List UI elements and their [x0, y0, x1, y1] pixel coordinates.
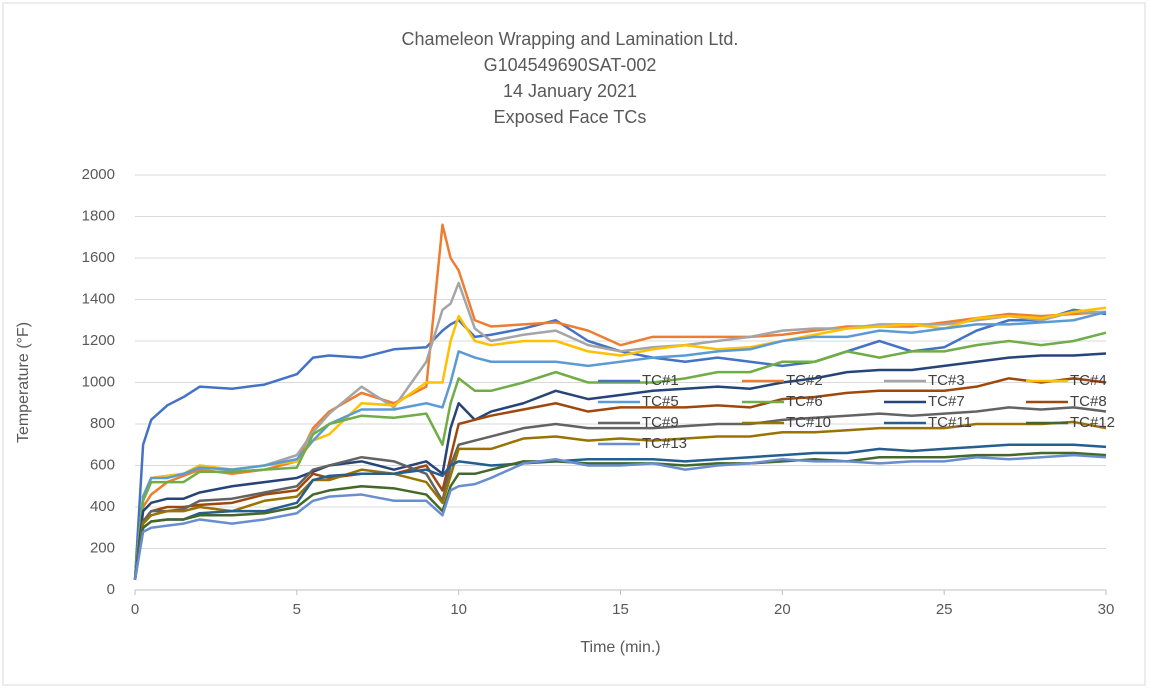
- y-tick-label: 2000: [82, 166, 115, 183]
- series-line: [133, 310, 1107, 580]
- legend-label: TC#3: [928, 372, 965, 389]
- series-line: [133, 352, 1107, 580]
- legend-label: TC#11: [928, 414, 972, 431]
- x-tick-label: 10: [450, 601, 467, 618]
- legend-label: TC#12: [1070, 414, 1115, 431]
- series-line: [133, 451, 1107, 580]
- y-tick-label: 1000: [82, 373, 115, 390]
- legend-label: TC#2: [786, 372, 823, 389]
- y-tick-label: 400: [90, 498, 115, 515]
- chart-title: 14 January 2021: [503, 81, 637, 101]
- series-line: [133, 377, 1107, 580]
- series-line: [133, 308, 1107, 580]
- chart-title: G104549690SAT-002: [484, 55, 657, 75]
- legend-label: TC#7: [928, 393, 965, 410]
- legend-label: TC#10: [786, 414, 831, 431]
- y-axis-title: Temperature (°F): [15, 322, 32, 443]
- legend-label: TC#9: [642, 414, 679, 431]
- y-tick-label: 800: [90, 415, 115, 432]
- legend-label: TC#8: [1070, 393, 1107, 410]
- chart-title: Chameleon Wrapping and Lamination Ltd.: [402, 29, 739, 49]
- y-tick-label: 600: [90, 456, 115, 473]
- legend-label: TC#4: [1070, 372, 1107, 389]
- x-tick-label: 25: [936, 601, 953, 618]
- y-tick-label: 1400: [82, 290, 115, 307]
- x-tick-label: 0: [131, 601, 139, 618]
- x-tick-label: 15: [612, 601, 629, 618]
- x-tick-label: 30: [1098, 601, 1115, 618]
- y-tick-label: 200: [90, 539, 115, 556]
- x-tick-label: 5: [293, 601, 301, 618]
- x-tick-label: 20: [774, 601, 791, 618]
- series-line: [133, 420, 1107, 580]
- series-line: [133, 406, 1107, 580]
- y-tick-label: 0: [107, 581, 115, 598]
- legend-label: TC#6: [786, 393, 823, 410]
- y-tick-label: 1600: [82, 249, 115, 266]
- legend-label: TC#1: [642, 372, 679, 389]
- series-line: [133, 331, 1107, 580]
- y-tick-label: 1800: [82, 207, 115, 224]
- chart-title: Exposed Face TCs: [494, 107, 647, 127]
- series-line: [133, 223, 1107, 580]
- series-line: [133, 453, 1107, 580]
- legend-label: TC#5: [642, 393, 679, 410]
- legend-label: TC#13: [642, 435, 687, 452]
- x-axis-title: Time (min.): [580, 639, 660, 656]
- y-tick-label: 1200: [82, 332, 115, 349]
